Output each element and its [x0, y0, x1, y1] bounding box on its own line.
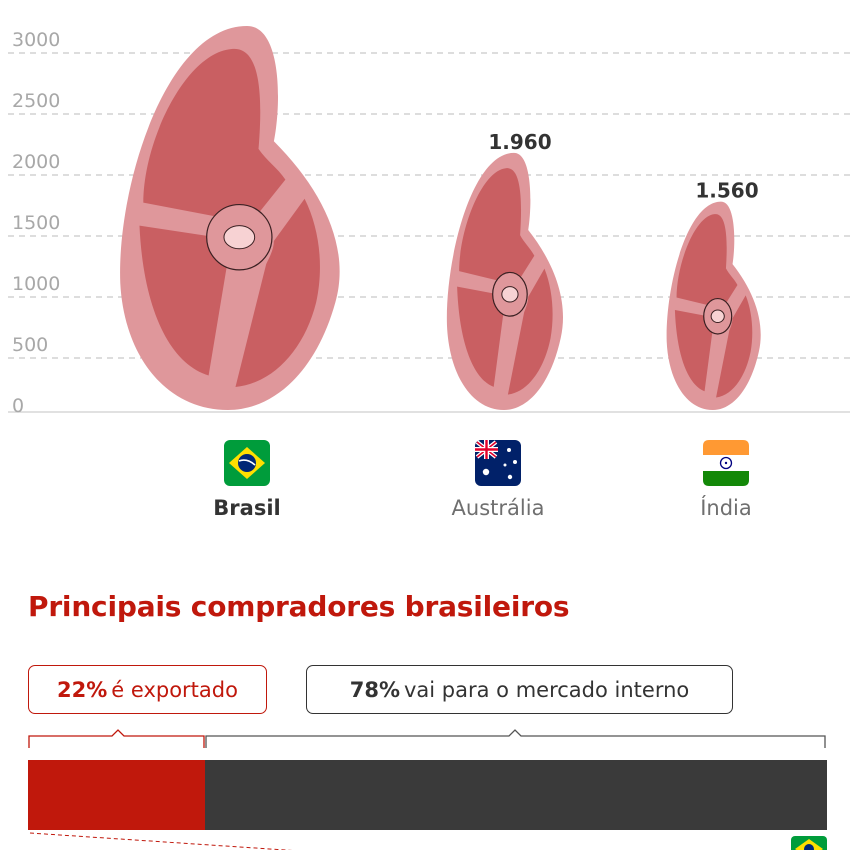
export-bracket [28, 729, 205, 748]
y-tick-label: 0 [12, 395, 24, 417]
breakdown-connector [29, 832, 293, 850]
country-labels: Brasil Austrália Índia [213, 495, 751, 520]
steak-mark-austrália [447, 153, 563, 410]
steak-mark-índia [667, 202, 761, 410]
y-tick-label: 500 [12, 334, 48, 356]
value-label-austrália: 1.960 [488, 130, 551, 154]
export-percent: 22% [57, 677, 108, 702]
bottom-extras [29, 832, 827, 850]
section-title: Principais compradores brasileiros [28, 590, 570, 623]
internal-share-bar [205, 760, 827, 830]
grid-layer [8, 52, 850, 413]
export-share-label: 22% é exportado [28, 665, 267, 714]
brazil-flag-small-icon [791, 836, 827, 850]
internal-percent: 78% [349, 677, 400, 702]
y-tick-label: 3000 [12, 29, 60, 51]
country-label-austrália: Austrália [452, 496, 545, 520]
steak-marks [120, 26, 761, 410]
y-tick-label: 1500 [12, 212, 60, 234]
y-tick-label: 2000 [12, 151, 60, 173]
export-text: é exportado [111, 677, 238, 702]
value-labels: 1.960 1.560 [488, 130, 758, 203]
y-axis-ticks: 0 500 1000 1500 2000 2500 3000 [12, 29, 60, 417]
country-label-brasil: Brasil [213, 496, 280, 520]
steak-chart: 0 500 1000 1500 2000 2500 3000 1.960 1.560 Bras… [0, 0, 850, 520]
steak-mark-brasil [120, 26, 340, 410]
brazil-flag-icon [224, 440, 270, 486]
internal-text: vai para o mercado interno [404, 677, 690, 702]
australia-flag-icon [475, 440, 521, 486]
share-brackets [28, 729, 826, 748]
internal-share-label: 78% vai para o mercado interno [306, 665, 733, 714]
internal-bracket [205, 729, 826, 748]
country-label-índia: Índia [700, 495, 752, 520]
value-label-índia: 1.560 [695, 179, 758, 203]
country-flags [224, 440, 749, 486]
y-tick-label: 1000 [12, 273, 60, 295]
export-share-bar [28, 760, 205, 830]
india-flag-icon [703, 440, 749, 486]
y-tick-label: 2500 [12, 90, 60, 112]
